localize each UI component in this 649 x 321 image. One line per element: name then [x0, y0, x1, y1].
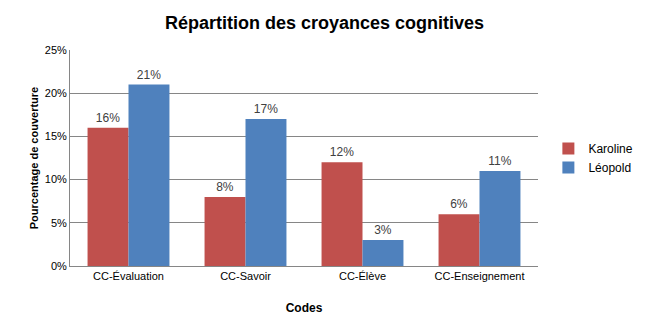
- svg-text:17%: 17%: [254, 102, 278, 116]
- svg-text:Karoline: Karoline: [588, 142, 632, 156]
- svg-text:21%: 21%: [137, 68, 161, 82]
- svg-text:Léopold: Léopold: [588, 161, 631, 175]
- svg-text:11%: 11%: [488, 154, 511, 168]
- svg-text:25%: 25%: [45, 44, 67, 56]
- svg-text:3%: 3%: [374, 223, 392, 237]
- svg-text:6%: 6%: [450, 197, 468, 211]
- svg-text:CC-Enseignement: CC-Enseignement: [435, 270, 525, 282]
- svg-text:CC-Savoir: CC-Savoir: [220, 270, 271, 282]
- svg-text:Codes: Codes: [286, 301, 323, 315]
- svg-text:10%: 10%: [45, 173, 67, 185]
- svg-text:Répartition des croyances cogn: Répartition des croyances cognitives: [165, 13, 484, 33]
- svg-text:Pourcentage de couverture: Pourcentage de couverture: [28, 87, 40, 229]
- svg-text:5%: 5%: [51, 217, 67, 229]
- svg-text:CC-Élève: CC-Élève: [339, 270, 386, 282]
- svg-text:15%: 15%: [45, 130, 67, 142]
- svg-text:16%: 16%: [96, 111, 120, 125]
- svg-text:0%: 0%: [51, 260, 67, 272]
- svg-text:CC-Évaluation: CC-Évaluation: [93, 270, 164, 282]
- svg-text:20%: 20%: [45, 87, 67, 99]
- svg-text:12%: 12%: [330, 145, 354, 159]
- svg-text:8%: 8%: [216, 180, 234, 194]
